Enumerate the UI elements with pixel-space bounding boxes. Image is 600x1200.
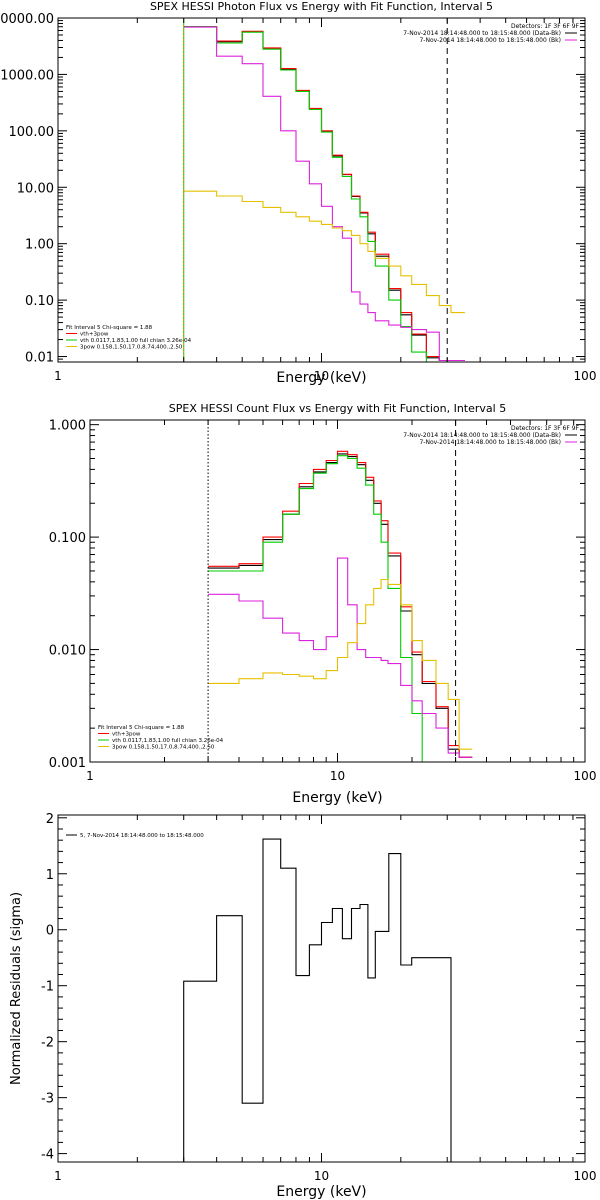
y-tick-label: -2 bbox=[41, 1036, 54, 1051]
x-tick-label: 10 bbox=[330, 769, 345, 783]
info-line: 7-Nov-2014 18:14:48.000 to 18:15:48.000 … bbox=[403, 30, 561, 37]
y-tick-label: 0000.00 bbox=[0, 12, 54, 27]
y-tick-label: 0.001 bbox=[49, 756, 86, 771]
plot-area bbox=[208, 450, 473, 762]
y-tick-label: 0.10 bbox=[25, 294, 54, 309]
series-thermal-bk-line bbox=[208, 557, 473, 758]
panel-3: 1 10 100 -4 -3 -2 -1 0 1 2 Energy (keV) Normalized … bbox=[9, 812, 596, 1200]
info-line: Detectors: 1F 3F 6F 9F bbox=[511, 23, 580, 30]
legend-line: vth+3pow bbox=[112, 732, 141, 738]
y-tick-label: -1 bbox=[41, 980, 54, 995]
x-tick-label: 1 bbox=[54, 1169, 62, 1183]
info-line: 7-Nov-2014 18:14:48.000 to 18:15:48.000 … bbox=[419, 439, 561, 446]
series-data-line bbox=[208, 453, 473, 758]
series-data-line bbox=[183, 26, 465, 362]
legend-line: vth 0.0117,1.83,1.00 full chian 3.26e-04 bbox=[80, 338, 192, 344]
panel-1: SPEX HESSI Photon Flux vs Energy with Fi… bbox=[0, 0, 596, 386]
y-tick-label: -4 bbox=[41, 1148, 54, 1163]
series-powerlaw-line bbox=[183, 190, 465, 314]
chart-title: SPEX HESSI Photon Flux vs Energy with Fi… bbox=[150, 0, 493, 13]
plot-area bbox=[183, 26, 465, 362]
legend-line: 5, 7-Nov-2014 18:14:48.000 to 18:15:48.0… bbox=[80, 833, 204, 839]
x-tick-label: 100 bbox=[574, 769, 597, 783]
x-tick-label: 1 bbox=[54, 369, 62, 383]
y-axis-label: Normalized Residuals (sigma) bbox=[9, 892, 24, 1085]
plot-area bbox=[183, 838, 452, 1162]
info-line: Detectors: 1F 3F 6F 9F bbox=[511, 425, 580, 432]
info-line: 7-Nov-2014 18:14:48.000 to 18:15:48.000 … bbox=[403, 432, 561, 439]
y-tick-label: 100.00 bbox=[9, 125, 55, 140]
y-tick-label: 2 bbox=[46, 812, 54, 827]
legend-line: vth+3pow bbox=[80, 332, 109, 338]
y-tick-label: -3 bbox=[41, 1092, 54, 1107]
info-line: 7-Nov-2014 18:14:48.000 to 18:15:48.000 … bbox=[419, 37, 561, 44]
x-tick-label: 100 bbox=[574, 1169, 597, 1183]
legend-line: Fit Interval 5 Chi-square = 1.88 bbox=[66, 325, 153, 331]
series-thermal-line bbox=[208, 455, 473, 762]
series-total-line bbox=[183, 26, 465, 362]
series-thermal-bk-line bbox=[183, 26, 465, 362]
x-tick-label: 10 bbox=[314, 1169, 329, 1183]
legend-line: vth 0.0117,1.83,1.00 full chian 3.26e-04 bbox=[112, 738, 224, 744]
series-thermal-line bbox=[183, 26, 465, 362]
legend-line: 3pow 0.158,1.50,17.0,8.74,400.,2.50 bbox=[80, 345, 183, 351]
x-axis-label: Energy (keV) bbox=[292, 790, 382, 806]
y-tick-label: 10.00 bbox=[17, 181, 54, 196]
y-tick-label: 1.00 bbox=[25, 238, 54, 253]
y-tick-label: 0.01 bbox=[25, 351, 54, 366]
legend-line: Fit Interval 5 Chi-square = 1.88 bbox=[98, 725, 185, 731]
series-total-line bbox=[208, 450, 473, 758]
axes-frame bbox=[57, 814, 586, 1163]
y-tick-label: 0.100 bbox=[49, 531, 86, 546]
y-tick-label: 0.010 bbox=[49, 644, 86, 659]
x-tick-label: 1 bbox=[86, 769, 94, 783]
y-tick-label: 1 bbox=[46, 868, 54, 883]
y-tick-label: 0 bbox=[46, 924, 54, 939]
legend-line: 3pow 0.158,1.50,17.0,8.74,400.,2.50 bbox=[112, 745, 215, 751]
x-tick-label: 10 bbox=[314, 369, 329, 383]
y-tick-label: 1000.00 bbox=[0, 68, 54, 83]
x-axis-label: Energy (keV) bbox=[276, 370, 366, 386]
y-tick-label: 1.000 bbox=[49, 419, 86, 434]
panel-2: SPEX HESSI Count Flux vs Energy with Fit… bbox=[49, 402, 597, 806]
chart-title: SPEX HESSI Count Flux vs Energy with Fit… bbox=[169, 402, 506, 415]
x-tick-label: 100 bbox=[574, 369, 597, 383]
series-powerlaw-line bbox=[208, 578, 473, 750]
x-axis-label: Energy (keV) bbox=[276, 1184, 366, 1200]
series-s0-line bbox=[183, 838, 452, 1162]
